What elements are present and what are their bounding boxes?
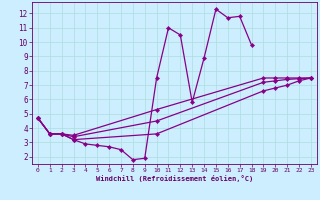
X-axis label: Windchill (Refroidissement éolien,°C): Windchill (Refroidissement éolien,°C)	[96, 175, 253, 182]
